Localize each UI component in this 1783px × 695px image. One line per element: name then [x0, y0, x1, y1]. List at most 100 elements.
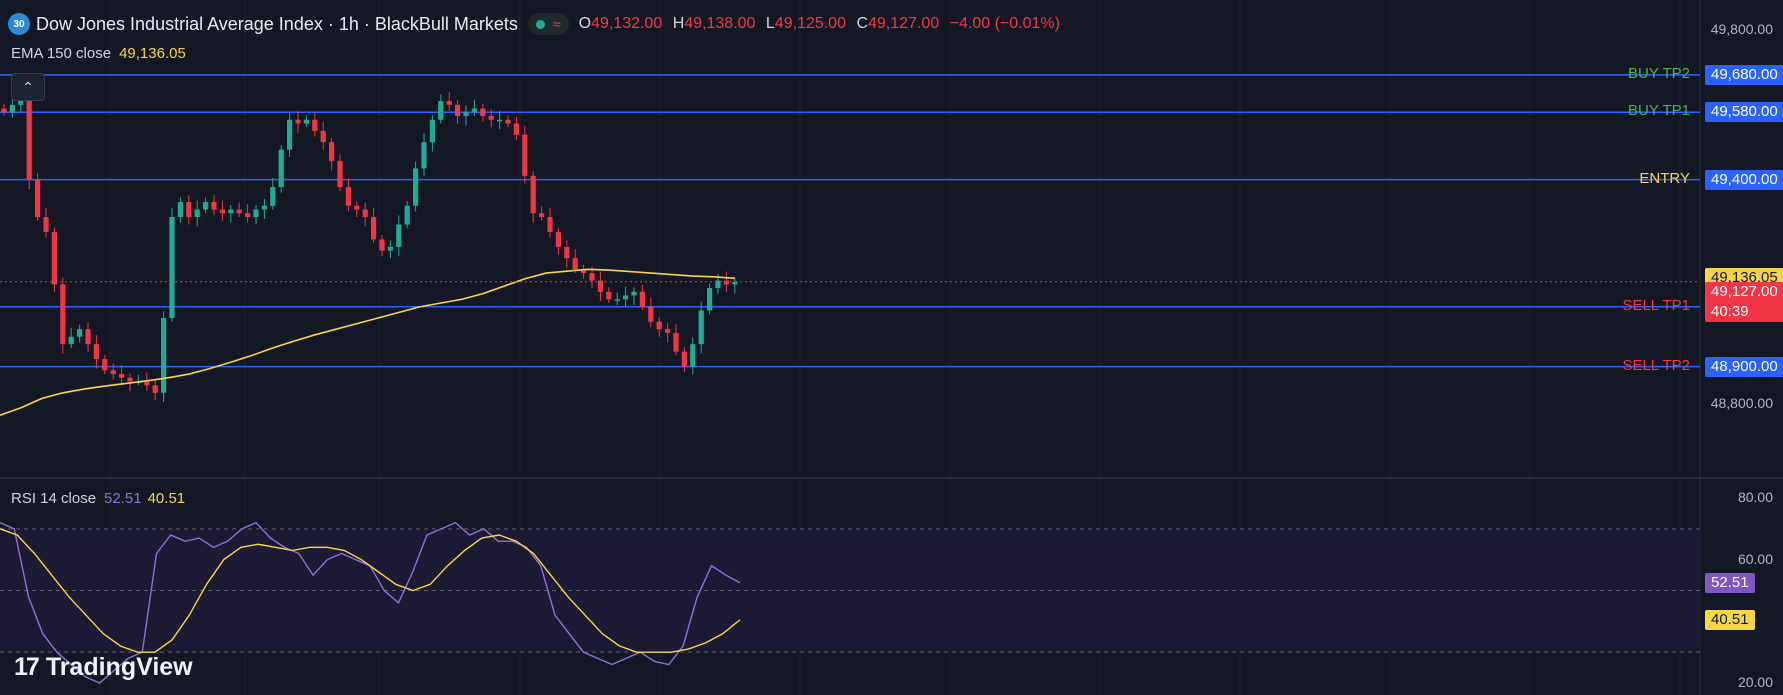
candle-body	[127, 377, 133, 382]
candle-body	[194, 209, 200, 217]
level-name-label: BUY TP1	[1628, 102, 1690, 120]
candle-body	[43, 217, 49, 232]
market-status[interactable]: ≈	[527, 13, 569, 35]
price-tick-label: 49,800.00	[1710, 21, 1773, 37]
candle-body	[253, 209, 259, 217]
candle-body	[421, 142, 427, 169]
candle-body	[513, 123, 519, 135]
candle-body	[203, 202, 209, 210]
candle-body	[371, 217, 377, 240]
candle-body	[35, 179, 41, 217]
candle-body	[161, 317, 167, 393]
candle-body	[429, 119, 435, 143]
candle-body	[589, 273, 595, 281]
candle-body	[639, 291, 645, 307]
candle-body	[707, 288, 713, 311]
candle-body	[539, 213, 545, 217]
rsi-tick-label: 80.00	[1737, 489, 1773, 505]
candle-body	[480, 108, 486, 117]
candle-body	[77, 329, 83, 337]
price-change: −4.00 (−0.01%)	[949, 15, 1060, 32]
candle-body	[438, 101, 444, 120]
level-price-tag[interactable]: 48,900.00	[1705, 356, 1783, 377]
current-price-tag: 49,127.00 40:39	[1705, 281, 1783, 322]
candle-body	[379, 239, 385, 251]
level-price-tag[interactable]: 49,580.00	[1705, 102, 1783, 123]
collapse-legend-button[interactable]: ⌃	[11, 73, 45, 101]
chart-header: 30 Dow Jones Industrial Average Index · …	[8, 8, 1060, 40]
market-open-dot-icon	[535, 19, 545, 29]
candle-body	[177, 202, 183, 217]
candle-body	[144, 381, 150, 386]
candle-body	[555, 231, 561, 247]
candle-body	[354, 205, 360, 210]
candle-body	[236, 209, 242, 214]
candle-body	[320, 130, 326, 143]
candle-body	[337, 160, 343, 188]
rsi-ma-value-tag: 40.51	[1705, 609, 1755, 630]
candle-body	[287, 119, 293, 150]
candle-body	[404, 205, 410, 225]
candle-body	[631, 291, 637, 296]
candle-body	[295, 119, 301, 124]
ema-line	[0, 268, 736, 416]
candle-body	[505, 119, 511, 124]
tradingview-mark-icon: 17	[14, 653, 40, 681]
candle-body	[278, 149, 284, 188]
candle-body	[329, 142, 335, 161]
candle-body	[387, 246, 393, 251]
ohlc-values: O49,132.00 H49,138.00 L49,125.00 C49,127…	[578, 15, 1060, 32]
candle-body	[471, 108, 477, 113]
candle-body	[51, 231, 57, 285]
candle-body	[60, 284, 66, 345]
rsi-ma-line	[0, 528, 741, 653]
candle-body	[152, 385, 158, 393]
candle-body	[673, 332, 679, 352]
candle-body	[119, 374, 125, 378]
candle-body	[18, 97, 24, 105]
candle-body	[732, 281, 738, 285]
candle-body	[698, 310, 704, 345]
candle-body	[93, 344, 99, 360]
symbol-badge[interactable]: 30	[8, 13, 30, 35]
candle-body	[270, 187, 276, 206]
candle-body	[261, 205, 267, 210]
ema-legend[interactable]: EMA 150 close 49,136.05	[11, 45, 186, 62]
candle-body	[9, 104, 15, 113]
candle-body	[547, 217, 553, 232]
level-price-tag[interactable]: 49,400.00	[1705, 169, 1783, 190]
chevron-up-icon: ⌃	[22, 78, 34, 95]
candle-body	[396, 224, 402, 247]
candle-body	[110, 370, 116, 375]
candle-body	[455, 104, 461, 117]
candle-body	[723, 280, 729, 285]
candle-body	[690, 344, 696, 367]
candle-body	[606, 291, 612, 300]
candle-body	[623, 295, 629, 300]
candle-body	[211, 202, 217, 210]
candle-body	[219, 209, 225, 214]
candle-body	[85, 329, 91, 345]
level-name-label: BUY TP2	[1628, 64, 1690, 82]
tradingview-logo[interactable]: 17 TradingView	[14, 653, 193, 681]
candle-body	[312, 119, 318, 131]
candle-body	[1, 108, 7, 113]
candle-body	[581, 269, 587, 274]
rsi-legend[interactable]: RSI 14 close 52.51 40.51	[11, 490, 186, 507]
candle-body	[497, 119, 503, 122]
candle-body	[614, 299, 620, 301]
candle-body	[665, 329, 671, 333]
wave-icon: ≈	[552, 16, 561, 32]
level-name-label: SELL TP2	[1622, 356, 1690, 374]
level-price-tag[interactable]: 49,680.00	[1705, 64, 1783, 85]
candle-body	[656, 321, 662, 330]
candle-body	[245, 213, 251, 217]
symbol-title[interactable]: Dow Jones Industrial Average Index · 1h …	[36, 13, 518, 34]
candle-body	[572, 258, 578, 270]
candle-body	[186, 202, 192, 217]
candle-body	[564, 246, 570, 259]
candle-body	[681, 351, 687, 367]
rsi-tick-label: 60.00	[1737, 550, 1773, 567]
